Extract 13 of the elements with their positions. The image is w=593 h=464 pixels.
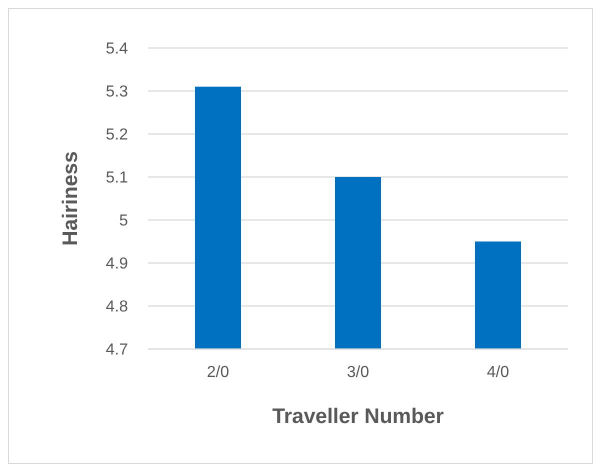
y-tick-label: 4.7 (106, 342, 128, 359)
x-axis-title: Traveller Number (272, 405, 444, 428)
x-tick-label: 2/0 (206, 364, 230, 381)
y-tick-label: 5.1 (106, 170, 128, 187)
y-tick-label: 5.3 (106, 84, 128, 101)
y-tick-label: 4.8 (106, 298, 128, 316)
y-axis-title: Hairiness (59, 151, 82, 246)
y-tick-label: 5.2 (106, 126, 128, 144)
x-tick-label: 3/0 (346, 364, 370, 381)
y-tick-label: 5.4 (106, 40, 128, 58)
y-tick-label: 4.9 (106, 256, 128, 273)
y-tick-label: 5 (119, 212, 128, 230)
x-tick-label: 4/0 (486, 364, 510, 381)
